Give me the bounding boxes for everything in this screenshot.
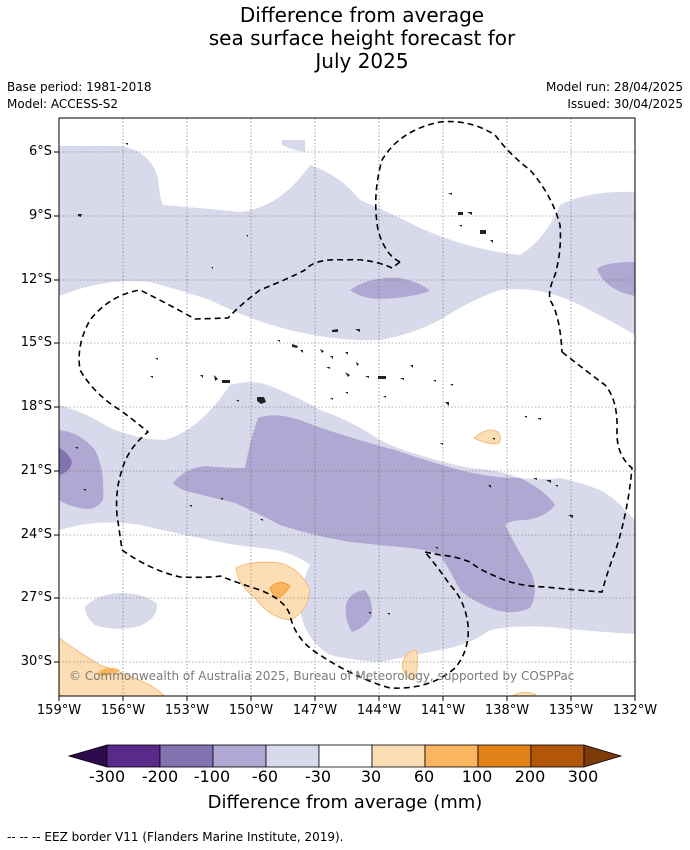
anomaly-region-neg60-east <box>597 262 635 296</box>
anomaly-region-pos30-southwest <box>59 637 166 696</box>
copyright-notice: © Commonwealth of Australia 2025, Bureau… <box>69 669 575 683</box>
islands <box>75 143 573 615</box>
anomaly-region-neg30-small-north <box>282 140 305 152</box>
lat-label-24s: 24°S <box>20 527 52 542</box>
colorbar-extend-high <box>583 744 623 768</box>
colorbar-label-pos100: 100 <box>461 767 493 786</box>
lat-label-6s: 6°S <box>28 144 52 159</box>
title-line-3: July 2025 <box>315 49 409 73</box>
lon-label-138w: 138°W <box>484 703 530 718</box>
anomaly-region-neg60-southwest <box>59 430 104 509</box>
title-line-1: Difference from average <box>239 3 485 27</box>
anomaly-region-pos30-c <box>473 429 501 445</box>
anomaly-region-neg100-southwest <box>59 448 72 475</box>
colorbar-swatch-2 <box>159 744 214 768</box>
lat-label-12s: 12°S <box>20 272 52 287</box>
lon-label-159w: 159°W <box>36 703 82 718</box>
lat-label-18s: 18°S <box>20 399 52 414</box>
anomaly-region-neg60-north <box>350 277 430 299</box>
eez-borders <box>78 120 633 689</box>
anomaly-region-pos30-d <box>511 692 536 696</box>
lon-label-147w: 147°W <box>292 703 338 718</box>
map-title: Difference from average sea surface heig… <box>0 4 690 73</box>
colorbar-swatch-1 <box>106 744 161 768</box>
colorbar-swatch-9 <box>530 744 585 768</box>
lon-label-135w: 135°W <box>548 703 594 718</box>
anomaly-region-neg60-south <box>173 415 555 613</box>
sea-height-anomaly-layer <box>59 140 635 696</box>
colorbar-swatch-5 <box>318 744 373 768</box>
lon-label-132w: 132°W <box>612 703 658 718</box>
colorbar-title: Difference from average (mm) <box>207 792 483 813</box>
issued-date: Issued: 30/04/2025 <box>567 97 683 111</box>
lat-label-9s: 9°S <box>28 208 52 223</box>
eez-footnote: -- -- -- EEZ border V11 (Flanders Marine… <box>7 830 344 844</box>
lon-label-156w: 156°W <box>100 703 146 718</box>
model-name: Model: ACCESS-S2 <box>7 97 119 111</box>
meta-right: Model run: 28/04/2025 Issued: 30/04/2025 <box>546 79 683 113</box>
anomaly-region-neg60-south-small <box>345 590 373 632</box>
anomaly-region-neg30-north <box>59 146 635 341</box>
lon-label-144w: 144°W <box>356 703 402 718</box>
colorbar-label-pos60: 60 <box>413 767 435 786</box>
colorbar-label-neg200: -200 <box>141 767 179 786</box>
eez-border-northeast <box>374 120 563 353</box>
meta-left: Base period: 1981-2018 Model: ACCESS-S2 <box>7 79 152 113</box>
colorbar-swatch-6 <box>371 744 426 768</box>
colorbar <box>67 744 623 768</box>
colorbar-swatch-7 <box>424 744 479 768</box>
lon-label-141w: 141°W <box>420 703 466 718</box>
colorbar-swatch-8 <box>477 744 532 768</box>
anomaly-region-pos60-a <box>269 582 291 599</box>
colorbar-label-neg30: -30 <box>304 767 332 786</box>
model-run: Model run: 28/04/2025 <box>545 80 683 94</box>
lat-label-30s: 30°S <box>20 654 52 669</box>
base-period: Base period: 1981-2018 <box>7 80 152 94</box>
axis-ticks <box>54 151 636 701</box>
colorbar-extend-low <box>67 744 108 768</box>
colorbar-label-pos200: 200 <box>514 767 546 786</box>
colorbar-label-neg100: -100 <box>193 767 231 786</box>
lat-label-15s: 15°S <box>20 335 52 350</box>
lon-label-153w: 153°W <box>164 703 210 718</box>
colorbar-label-neg60: -60 <box>251 767 279 786</box>
graticule <box>58 118 636 696</box>
anomaly-region-pos30-b <box>401 649 418 681</box>
lon-label-150w: 150°W <box>228 703 274 718</box>
anomaly-region-neg30-southwest-blob <box>85 593 158 629</box>
lat-label-27s: 27°S <box>20 590 52 605</box>
anomaly-region-pos60-southwest <box>98 667 120 676</box>
colorbar-label-neg300: -300 <box>88 767 126 786</box>
colorbar-label-pos30: 30 <box>360 767 382 786</box>
colorbar-label-pos300: 300 <box>567 767 599 786</box>
title-line-2: sea surface height forecast for <box>208 26 516 50</box>
lat-label-21s: 21°S <box>20 463 52 478</box>
eez-border-south <box>424 351 633 593</box>
colorbar-swatch-4 <box>265 744 320 768</box>
colorbar-swatch-3 <box>212 744 267 768</box>
eez-border-central <box>78 258 470 689</box>
